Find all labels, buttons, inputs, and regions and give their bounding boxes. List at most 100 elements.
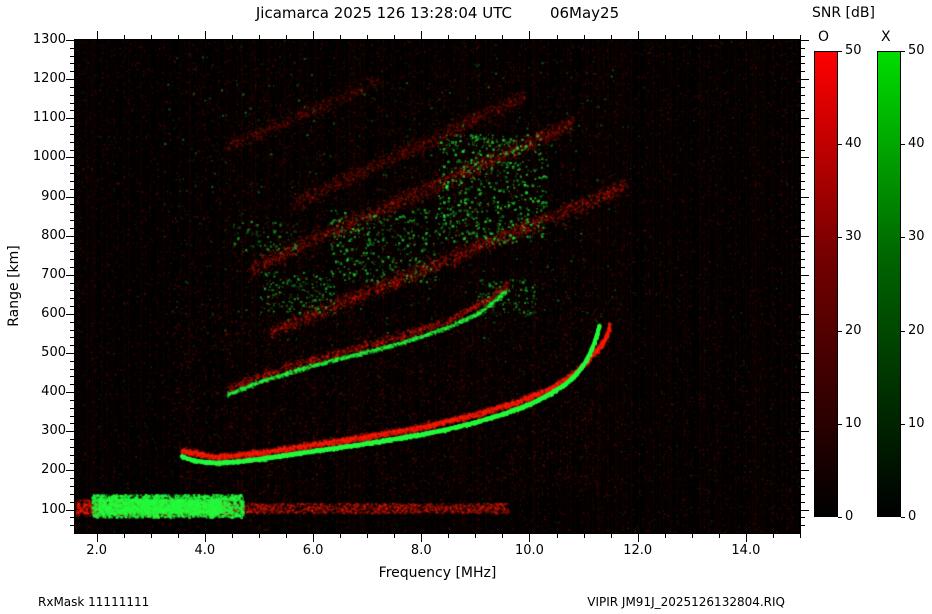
y-tick (70, 384, 74, 386)
colorbar-tick-label: 30 (908, 229, 925, 245)
x-tick (258, 534, 260, 538)
x-tick (150, 534, 152, 538)
x-tick (475, 35, 477, 39)
x-tick-label: 10.0 (514, 543, 544, 558)
x-tick (691, 35, 693, 39)
plot-title: Jicamarca 2025 126 13:28:04 UTC 06May25 (75, 4, 800, 22)
x-tick (637, 534, 639, 542)
y-tick-label: 1300 (32, 32, 66, 47)
x-tick (583, 35, 585, 39)
x-tick-label: 14.0 (731, 543, 761, 558)
y-tick (801, 180, 805, 182)
x-tick (394, 35, 396, 39)
y-tick (801, 63, 805, 65)
y-tick (801, 423, 805, 425)
y-tick (70, 165, 74, 167)
y-tick (801, 40, 809, 41)
y-tick (801, 384, 805, 386)
x-tick (123, 534, 125, 538)
x-tick (177, 35, 179, 39)
x-tick (204, 534, 206, 542)
x-tick (96, 31, 98, 39)
y-tick (70, 501, 74, 503)
colorbar-tick (901, 330, 905, 332)
y-tick (66, 79, 74, 81)
colorbar-o (814, 51, 838, 517)
y-tick (70, 219, 74, 221)
y-tick (70, 462, 74, 464)
x-tick (286, 534, 287, 538)
y-tick (70, 204, 74, 206)
x-tick (800, 35, 801, 39)
x-tick (367, 35, 369, 39)
y-tick (70, 376, 74, 378)
x-tick (529, 534, 531, 542)
colorbar-tick-label: 30 (845, 229, 862, 245)
x-tick-label: 8.0 (410, 543, 432, 558)
x-tick (800, 534, 801, 538)
y-tick (801, 259, 805, 261)
y-tick (70, 298, 74, 300)
colorbar-tick (838, 144, 842, 146)
y-tick (70, 306, 74, 308)
y-tick (70, 439, 74, 441)
y-tick (801, 392, 809, 394)
y-tick (801, 173, 805, 175)
y-tick (70, 110, 74, 112)
x-tick (367, 534, 369, 538)
x-tick (718, 534, 720, 538)
y-tick (801, 290, 805, 292)
y-tick (70, 360, 74, 362)
y-tick (70, 259, 74, 261)
y-tick (801, 71, 805, 73)
rx-mask-label: RxMask 11111111 (38, 595, 150, 609)
x-tick (448, 35, 450, 39)
y-tick (66, 392, 74, 394)
x-tick (718, 35, 720, 39)
y-tick (801, 525, 805, 527)
y-tick (70, 141, 74, 143)
y-tick-label: 900 (41, 188, 66, 204)
colorbar-tick (901, 237, 905, 239)
colorbar-tick (901, 144, 905, 146)
colorbar-tick (838, 51, 842, 52)
y-tick (70, 63, 74, 65)
y-tick-label: 600 (41, 305, 66, 321)
y-tick (801, 86, 805, 88)
colorbar-tick (901, 51, 905, 52)
y-tick (801, 360, 805, 362)
y-tick (66, 431, 74, 433)
x-tick-label: 2.0 (86, 543, 107, 558)
y-tick (801, 227, 805, 229)
colorbar-x-header: X (881, 29, 891, 45)
y-tick (70, 478, 74, 480)
y-tick (801, 196, 809, 198)
y-tick (801, 321, 805, 323)
x-tick (96, 534, 98, 542)
colorbar-tick (838, 423, 842, 425)
y-tick (70, 55, 74, 57)
y-tick-label: 200 (41, 462, 66, 478)
y-tick (801, 79, 809, 81)
y-tick (70, 368, 74, 370)
y-tick (66, 313, 74, 315)
y-tick (70, 329, 74, 331)
x-tick (421, 534, 423, 542)
y-tick (801, 306, 805, 308)
y-tick (801, 407, 805, 409)
colorbar-tick (838, 330, 842, 332)
x-tick (637, 31, 639, 39)
y-tick (801, 266, 805, 268)
y-tick (801, 501, 805, 503)
y-tick (801, 493, 805, 495)
colorbar-tick (901, 423, 905, 425)
y-tick (801, 439, 805, 441)
y-tick (801, 133, 805, 135)
y-tick (801, 399, 805, 401)
y-tick (70, 180, 74, 182)
y-tick (70, 345, 74, 347)
x-tick (177, 534, 179, 538)
colorbar-tick-label: 50 (845, 43, 862, 58)
y-tick (801, 110, 805, 112)
y-tick (801, 274, 809, 276)
